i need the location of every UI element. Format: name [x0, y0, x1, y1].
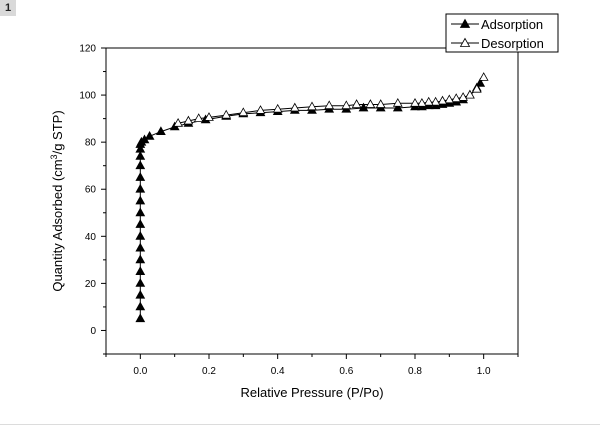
- desorption-point: [471, 83, 482, 93]
- x-tick-label-1: 0.2: [202, 366, 216, 377]
- adsorption-point: [135, 150, 146, 160]
- y-axis-title-part-2: /g STP): [50, 110, 65, 154]
- axis-ticks: [101, 47, 519, 359]
- desorption-point: [375, 99, 386, 108]
- desorption-point: [465, 89, 475, 99]
- y-tick-label-1: 20: [85, 279, 97, 290]
- desorption-point: [255, 105, 266, 114]
- desorption-point: [478, 72, 489, 81]
- desorption-point: [351, 99, 362, 108]
- adsorption-point: [135, 230, 146, 240]
- x-tick-label-5: 1.0: [477, 366, 491, 377]
- adsorption-point: [135, 254, 146, 264]
- y-axis-title: Quantity Adsorbed (cm3/g STP): [49, 110, 65, 291]
- x-axis-title: Relative Pressure (P/Po): [240, 385, 383, 400]
- legend-desorption-marker: [459, 37, 471, 47]
- desorption-point: [324, 100, 335, 110]
- desorption-point: [183, 115, 194, 125]
- series-desorption: [173, 72, 489, 127]
- adsorption-point: [156, 126, 166, 136]
- adsorption-point: [135, 301, 146, 311]
- desorption-point: [451, 93, 462, 102]
- adsorption-point: [135, 183, 146, 193]
- adsorption-point: [135, 160, 146, 170]
- desorption-point: [444, 94, 455, 104]
- adsorption-point: [135, 266, 146, 276]
- y-tick-label-6: 120: [79, 44, 96, 55]
- axis-tick-labels: 0.0 0.2 0.4 0.6 0.8 1.0 0 20 40 60 80 100 120: [79, 44, 491, 378]
- bottom-divider: [0, 424, 600, 425]
- adsorption-point: [135, 313, 146, 323]
- desorption-point: [173, 117, 183, 127]
- adsorption-point: [135, 207, 146, 217]
- adsorption-point: [135, 195, 146, 205]
- desorption-point: [289, 102, 300, 112]
- series-layer: [135, 72, 489, 323]
- adsorption-point: [358, 102, 369, 112]
- adsorption-point: [135, 172, 146, 181]
- x-tick-label-2: 0.4: [271, 366, 285, 377]
- y-tick-label-2: 40: [85, 232, 97, 243]
- desorption-point: [221, 109, 232, 119]
- desorption-point: [238, 107, 249, 117]
- x-tick-label-0: 0.0: [133, 366, 147, 377]
- y-tick-label-4: 80: [85, 138, 97, 149]
- figure-number-badge: 1: [0, 0, 16, 16]
- y-tick-label-0: 0: [90, 326, 96, 337]
- y-tick-label-3: 60: [85, 185, 97, 196]
- desorption-point: [458, 92, 468, 101]
- legend: Adsorption Desorption: [445, 13, 559, 53]
- legend-adsorption-marker: [459, 18, 471, 28]
- desorption-point: [365, 99, 376, 108]
- legend-adsorption-label: Adsorption: [481, 17, 543, 32]
- adsorption-point: [135, 219, 146, 228]
- y-axis-title-part-1: Quantity Adsorbed (cm: [50, 159, 65, 291]
- adsorption-point: [135, 242, 146, 252]
- adsorption-point: [392, 102, 403, 112]
- desorption-point: [204, 112, 214, 121]
- adsorption-line: [139, 83, 481, 319]
- legend-desorption-label: Desorption: [481, 36, 544, 51]
- x-tick-label-4: 0.8: [408, 366, 422, 377]
- adsorption-point: [144, 130, 155, 140]
- desorption-point: [410, 97, 420, 107]
- desorption-point: [341, 100, 352, 110]
- x-tick-label-3: 0.6: [339, 366, 353, 377]
- desorption-point: [417, 97, 427, 107]
- y-tick-label-5: 100: [79, 91, 96, 102]
- desorption-point: [307, 101, 317, 111]
- series-adsorption: [135, 77, 486, 323]
- desorption-point: [272, 103, 283, 113]
- adsorption-point: [135, 289, 146, 299]
- adsorption-point: [135, 143, 146, 153]
- y-axis-title-superscript: 3: [49, 154, 59, 159]
- desorption-point: [423, 96, 434, 106]
- desorption-point: [392, 97, 403, 107]
- adsorption-point: [135, 278, 146, 287]
- desorption-point: [437, 95, 448, 105]
- desorption-point: [193, 113, 204, 122]
- desorption-point: [430, 96, 441, 106]
